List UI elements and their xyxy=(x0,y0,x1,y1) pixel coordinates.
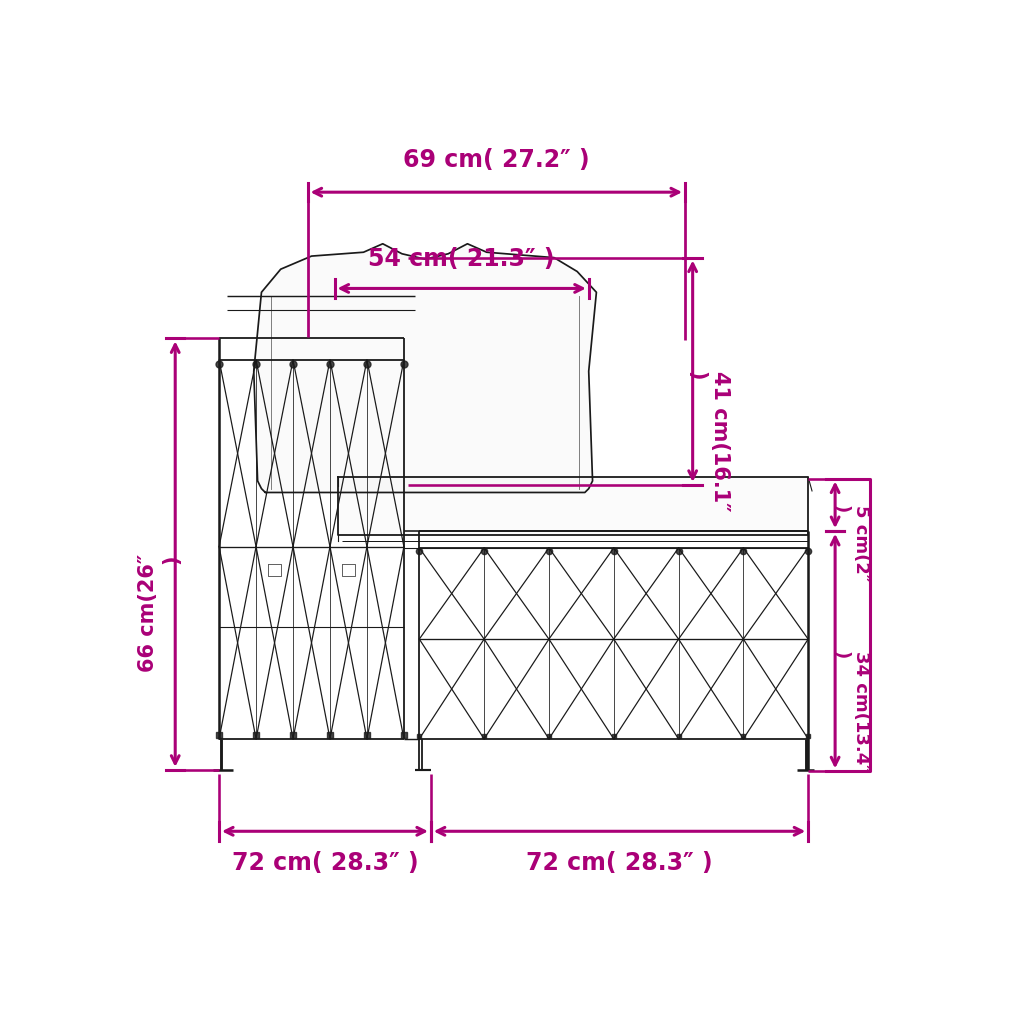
Text: 54 cm( 21.3″ ): 54 cm( 21.3″ ) xyxy=(369,248,555,271)
Text: 66 cm(26″
): 66 cm(26″ ) xyxy=(138,554,181,673)
Text: 41 cm(16.1″
): 41 cm(16.1″ ) xyxy=(686,372,730,512)
Bar xyxy=(339,477,808,535)
Text: 34 cm(13.4″
): 34 cm(13.4″ ) xyxy=(831,651,870,772)
Text: 5 cm(2″
): 5 cm(2″ ) xyxy=(831,505,870,582)
Text: 72 cm( 28.3″ ): 72 cm( 28.3″ ) xyxy=(231,851,418,874)
Text: 69 cm( 27.2″ ): 69 cm( 27.2″ ) xyxy=(403,148,590,172)
Text: 72 cm( 28.3″ ): 72 cm( 28.3″ ) xyxy=(526,851,713,874)
Polygon shape xyxy=(254,244,596,493)
